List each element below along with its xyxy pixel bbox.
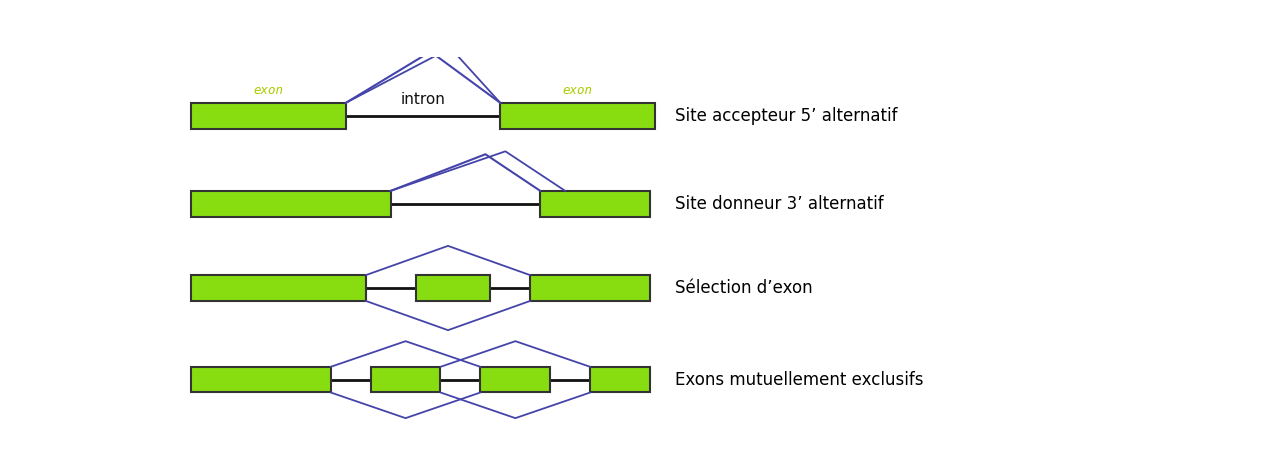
Bar bbox=[191, 367, 331, 393]
Text: Exons mutuellement exclusifs: Exons mutuellement exclusifs bbox=[675, 371, 923, 389]
Bar bbox=[500, 103, 656, 129]
Bar bbox=[480, 367, 550, 393]
Bar bbox=[191, 275, 366, 301]
Bar bbox=[541, 191, 650, 217]
Text: exon: exon bbox=[254, 84, 283, 98]
Bar bbox=[191, 103, 345, 129]
Bar bbox=[531, 275, 650, 301]
Bar bbox=[191, 191, 390, 217]
Bar bbox=[590, 367, 650, 393]
Text: intron: intron bbox=[401, 91, 446, 107]
Text: Site accepteur 5’ alternatif: Site accepteur 5’ alternatif bbox=[675, 107, 898, 125]
Text: Site donneur 3’ alternatif: Site donneur 3’ alternatif bbox=[675, 195, 884, 213]
Text: Sélection d’exon: Sélection d’exon bbox=[675, 279, 813, 297]
Bar bbox=[371, 367, 440, 393]
Text: exon: exon bbox=[563, 84, 592, 98]
Bar bbox=[416, 275, 491, 301]
